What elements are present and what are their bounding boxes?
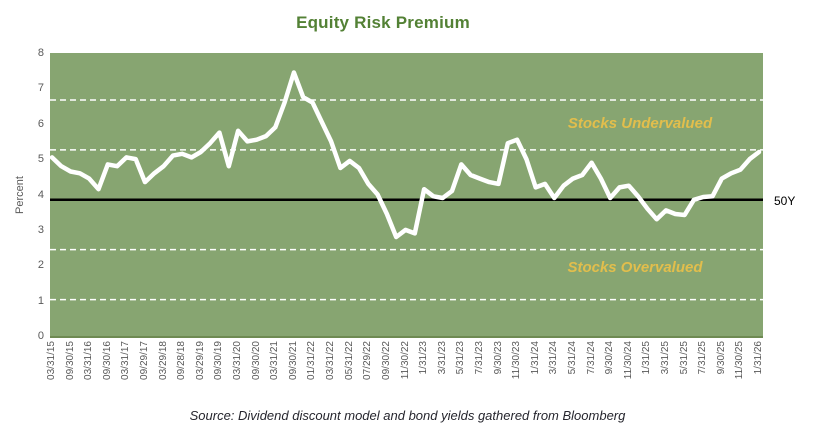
x-axis-label: 03/31/22 xyxy=(325,341,337,380)
x-axis-label: 07/29/22 xyxy=(362,341,374,380)
y-tick-label: 1 xyxy=(37,294,44,307)
x-axis-label: 03/31/21 xyxy=(269,341,281,380)
stocks-undervalued-annotation: Stocks Undervalued xyxy=(567,115,713,132)
x-axis-label: 9/30/23 xyxy=(492,341,504,375)
erp-series-line xyxy=(50,70,762,240)
chart-title: Equity Risk Premium xyxy=(296,13,470,32)
fifty-year-average-label: 50Y xyxy=(774,194,796,208)
y-tick-label: 2 xyxy=(37,259,44,272)
x-axis-label: 1/31/25 xyxy=(641,341,653,375)
source-note: Source: Dividend discount model and bond… xyxy=(189,408,626,423)
x-axis-label: 9/30/25 xyxy=(715,341,727,375)
x-axis-label: 7/31/24 xyxy=(585,341,597,375)
x-axis-label: 09/30/21 xyxy=(287,341,299,380)
x-axis-label: 01/31/22 xyxy=(306,341,318,380)
y-tick-label: 0 xyxy=(37,330,44,342)
x-axis-label: 05/31/22 xyxy=(343,341,355,380)
x-axis-label: 1/31/23 xyxy=(418,341,430,375)
y-tick-label: 8 xyxy=(37,47,44,59)
x-axis-label: 09/30/15 xyxy=(64,341,76,380)
y-axis-title: Percent xyxy=(14,176,26,214)
plot-canvas xyxy=(50,70,763,301)
x-axis-label: 11/30/25 xyxy=(734,341,746,380)
x-axis-label: 9/30/24 xyxy=(604,341,616,375)
x-axis-label: 09/30/19 xyxy=(213,341,225,380)
y-tick-label: 3 xyxy=(37,223,44,236)
x-axis-label: 3/31/25 xyxy=(659,341,671,375)
x-axis-label: 7/31/25 xyxy=(697,341,709,375)
x-axis-label: 09/30/22 xyxy=(380,341,392,380)
x-axis-label: 11/30/22 xyxy=(399,341,411,380)
x-axis-label: 09/30/16 xyxy=(101,341,113,380)
x-axis-label: 5/31/24 xyxy=(566,341,578,375)
x-axis-label: 09/28/18 xyxy=(176,341,188,380)
x-axis-label: 11/30/23 xyxy=(511,341,523,380)
x-axis-label: 03/31/16 xyxy=(83,341,95,380)
x-axis-label: 03/29/19 xyxy=(194,341,206,380)
y-tick-label: 7 xyxy=(37,82,44,95)
x-axis-label: 3/31/23 xyxy=(436,341,448,375)
x-axis-label: 1/31/26 xyxy=(753,341,764,375)
x-axis-label: 03/29/18 xyxy=(157,341,169,380)
y-tick-label: 6 xyxy=(37,117,44,130)
x-axis-label: 5/31/25 xyxy=(678,341,690,375)
x-axis-label: 09/29/17 xyxy=(139,341,151,380)
x-axis-label: 03/31/20 xyxy=(232,341,244,380)
y-tick-label: 4 xyxy=(37,188,44,201)
x-axis-label: 03/31/15 xyxy=(46,341,57,380)
x-axis-label: 1/31/24 xyxy=(529,341,541,375)
x-axis-label: 03/31/17 xyxy=(120,341,132,380)
plot-area: Stocks Undervalued Stocks Overvalued xyxy=(50,53,763,338)
x-axis-label: 5/31/23 xyxy=(455,341,467,375)
x-axis-label: 09/30/20 xyxy=(250,341,262,380)
x-axis-label: 7/31/23 xyxy=(473,341,485,375)
x-axis-label: 11/30/24 xyxy=(622,341,634,380)
y-tick-label: 5 xyxy=(37,153,44,166)
stocks-overvalued-annotation: Stocks Overvalued xyxy=(567,259,703,276)
x-axis-label: 3/31/24 xyxy=(548,341,560,375)
